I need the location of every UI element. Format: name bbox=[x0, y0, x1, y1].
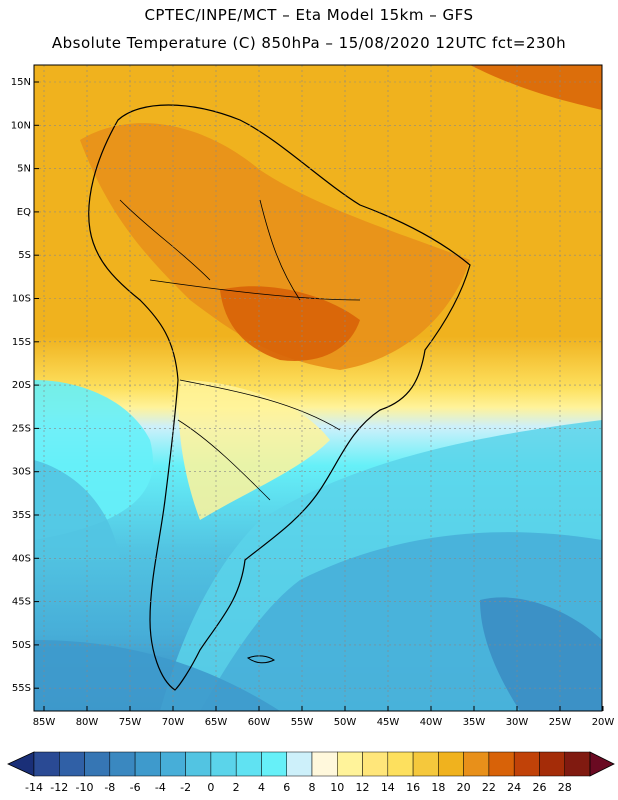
lat-tick-label: 5N bbox=[17, 164, 31, 175]
colorbar-bin bbox=[185, 751, 212, 777]
colorbar-label: -10 bbox=[76, 781, 94, 794]
colorbar-label: 20 bbox=[457, 781, 471, 794]
hot-core-region bbox=[220, 286, 360, 361]
colorbar-label: 18 bbox=[431, 781, 445, 794]
map-frame bbox=[33, 64, 603, 712]
colorbar-label: -8 bbox=[104, 781, 115, 794]
colorbar-label: -2 bbox=[180, 781, 191, 794]
lat-tick-label: 15N bbox=[11, 77, 31, 88]
lat-tick-label: 5S bbox=[18, 250, 31, 261]
lon-tick-label: 35W bbox=[463, 717, 486, 728]
colorbar-label: -4 bbox=[155, 781, 166, 794]
colorbar-bin bbox=[134, 751, 161, 777]
warm-plume-region bbox=[178, 380, 330, 520]
colorbar: -14 -12 -10 -8 -6 -4 -2 0 2 4 6 8 10 12 14 16 18 20 22 24 26… bbox=[7, 751, 615, 794]
lon-tick-label: 20W bbox=[592, 717, 615, 728]
lat-tick-label: 15S bbox=[12, 337, 31, 348]
colorbar-bin bbox=[261, 751, 287, 777]
colorbar-bin bbox=[33, 751, 60, 777]
colorbar-label: 24 bbox=[507, 781, 521, 794]
colorbar-label: 0 bbox=[207, 781, 214, 794]
warm-land-region bbox=[80, 123, 470, 370]
colorbar-bin bbox=[387, 751, 414, 777]
colorbar-bin bbox=[59, 751, 85, 777]
colorbar-bin bbox=[564, 751, 591, 777]
lat-tick-label: 45S bbox=[12, 597, 31, 608]
colorbar-label: -14 bbox=[25, 781, 43, 794]
chart-title-line1: CPTEC/INPE/MCT – Eta Model 15km – GFS bbox=[144, 6, 474, 24]
lon-tick-label: 30W bbox=[506, 717, 529, 728]
lon-tick-label: 40W bbox=[420, 717, 443, 728]
colorbar-over-arrow bbox=[589, 751, 615, 777]
colorbar-label: 16 bbox=[406, 781, 420, 794]
colorbar-bin bbox=[488, 751, 515, 777]
colorbar-bin bbox=[438, 751, 464, 777]
colorbar-label: 22 bbox=[482, 781, 496, 794]
continent-outline bbox=[88, 104, 471, 691]
colorbar-label: 2 bbox=[233, 781, 240, 794]
colorbar-bin bbox=[235, 751, 262, 777]
colorbar-bin bbox=[210, 751, 237, 777]
colorbar-bin bbox=[362, 751, 389, 777]
lat-tick-label: 30S bbox=[12, 467, 31, 478]
latitude-axis: 15N 10N 5N EQ 5S 10S 15S 20S 25S 30S 35S 40S 45S 50S 5… bbox=[11, 77, 39, 694]
lon-tick-label: 65W bbox=[205, 717, 228, 728]
colorbar-label: 12 bbox=[356, 781, 370, 794]
colorbar-bin bbox=[311, 751, 338, 777]
colorbar-label: 14 bbox=[381, 781, 395, 794]
lat-tick-label: 20S bbox=[12, 380, 31, 391]
lon-tick-label: 85W bbox=[33, 717, 56, 728]
colorbar-bin bbox=[337, 751, 363, 777]
lat-tick-label: 55S bbox=[12, 683, 31, 694]
colorbar-bin bbox=[84, 751, 111, 777]
colorbar-bin bbox=[109, 751, 136, 777]
colorbar-label: 6 bbox=[283, 781, 290, 794]
colorbar-label: 28 bbox=[558, 781, 572, 794]
lat-tick-label: EQ bbox=[17, 207, 31, 218]
lat-tick-label: 10N bbox=[11, 120, 31, 131]
lon-tick-label: 25W bbox=[549, 717, 572, 728]
lon-tick-label: 80W bbox=[76, 717, 99, 728]
colorbar-bin bbox=[286, 751, 313, 777]
lon-tick-label: 60W bbox=[248, 717, 271, 728]
lon-tick-label: 70W bbox=[162, 717, 185, 728]
colorbar-bin bbox=[463, 751, 490, 777]
lat-tick-label: 50S bbox=[12, 640, 31, 651]
longitude-axis: 85W 80W 75W 70W 65W 60W 55W 50W 45W 40W 35W 30W 25W 2… bbox=[33, 706, 615, 728]
lat-tick-label: 25S bbox=[12, 423, 31, 434]
colorbar-bin bbox=[513, 751, 540, 777]
colorbar-bin bbox=[539, 751, 565, 777]
lon-tick-label: 45W bbox=[377, 717, 400, 728]
lon-tick-label: 50W bbox=[334, 717, 357, 728]
lat-tick-label: 40S bbox=[12, 553, 31, 564]
colorbar-label: 8 bbox=[309, 781, 316, 794]
colorbar-label: 10 bbox=[330, 781, 344, 794]
lat-tick-label: 35S bbox=[12, 510, 31, 521]
colorbar-bin bbox=[412, 751, 439, 777]
chart-title-line2: Absolute Temperature (C) 850hPa – 15/08/… bbox=[51, 34, 567, 52]
colorbar-bin bbox=[160, 751, 186, 777]
colorbar-label: -12 bbox=[50, 781, 68, 794]
lon-tick-label: 55W bbox=[291, 717, 314, 728]
colorbar-label: -6 bbox=[130, 781, 141, 794]
lon-tick-label: 75W bbox=[119, 717, 142, 728]
colorbar-label: 4 bbox=[258, 781, 265, 794]
colorbar-under-arrow bbox=[7, 751, 35, 777]
lat-tick-label: 10S bbox=[12, 294, 31, 305]
colorbar-label: 26 bbox=[532, 781, 546, 794]
